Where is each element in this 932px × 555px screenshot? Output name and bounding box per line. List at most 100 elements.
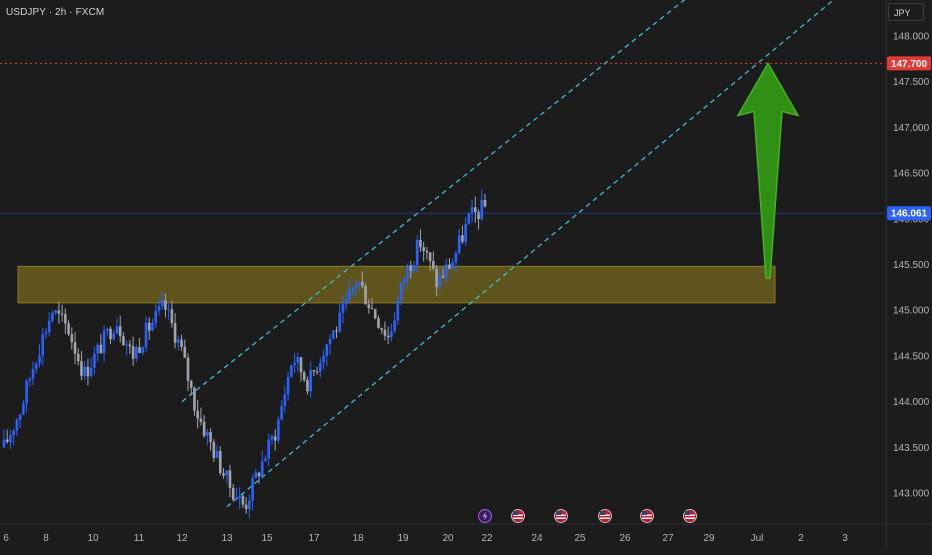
- candle: [160, 291, 164, 311]
- y-tick-label: 147.000: [893, 123, 930, 134]
- x-tick-label: 26: [619, 533, 631, 544]
- lightning-icon[interactable]: [478, 509, 492, 523]
- candle: [264, 455, 267, 463]
- candle: [319, 357, 322, 378]
- x-tick-label: 8: [43, 533, 49, 544]
- candle: [248, 494, 251, 519]
- channel-upper-line[interactable]: [181, 0, 880, 403]
- us-flag-icon[interactable]: [598, 509, 612, 523]
- candle: [425, 246, 429, 260]
- channel-lower-line[interactable]: [226, 0, 880, 508]
- candle: [183, 339, 187, 358]
- candle: [409, 260, 413, 279]
- candle: [464, 217, 467, 246]
- y-tick-label: 143.500: [893, 443, 930, 454]
- x-tick-label: 15: [261, 533, 273, 544]
- candle: [296, 352, 300, 372]
- candle: [328, 334, 332, 355]
- candle: [277, 416, 280, 444]
- candle: [422, 241, 425, 262]
- y-tick-label: 144.000: [893, 397, 930, 408]
- candle: [331, 330, 335, 340]
- candle: [432, 251, 435, 271]
- us-flag-icon[interactable]: [554, 509, 568, 523]
- candle: [102, 325, 106, 362]
- candle: [44, 327, 48, 340]
- candle: [215, 445, 219, 459]
- candle: [338, 303, 342, 333]
- candle: [373, 308, 377, 320]
- candle: [399, 281, 403, 306]
- candle: [196, 400, 199, 429]
- x-tick-label: 3: [842, 533, 848, 544]
- current-price-badge: 146.061: [887, 206, 931, 221]
- candle: [41, 327, 45, 366]
- candle: [209, 428, 212, 451]
- candle: [151, 318, 154, 332]
- candle: [238, 487, 241, 510]
- candle: [335, 326, 338, 339]
- x-tick-label: 24: [531, 533, 543, 544]
- y-tick-label: 145.500: [893, 260, 930, 271]
- candle: [451, 258, 455, 270]
- x-tick-label: 22: [481, 533, 493, 544]
- svg-text:146.061: 146.061: [891, 209, 928, 220]
- candle: [415, 235, 419, 273]
- currency-selector[interactable]: JPY: [888, 3, 924, 21]
- candle: [306, 376, 309, 395]
- candle: [83, 360, 87, 381]
- candle: [38, 344, 41, 368]
- candle: [325, 343, 329, 367]
- candle: [180, 334, 183, 352]
- candle: [2, 429, 6, 449]
- candle: [283, 385, 287, 414]
- support-zone[interactable]: [17, 265, 776, 304]
- x-tick-label: 29: [703, 533, 715, 544]
- candle: [273, 429, 277, 451]
- candle: [477, 209, 480, 230]
- candle: [370, 298, 374, 310]
- candle: [186, 353, 190, 392]
- y-tick-label: 147.500: [893, 77, 930, 88]
- target-arrow[interactable]: [736, 61, 800, 279]
- candle: [396, 296, 400, 325]
- candle: [47, 312, 51, 337]
- x-tick-label: 18: [352, 533, 364, 544]
- symbol-label: USDJPY · 2h · FXCM: [6, 7, 105, 18]
- us-flag-icon[interactable]: [511, 509, 525, 523]
- candle: [170, 300, 174, 328]
- us-flag-icon[interactable]: [640, 509, 654, 523]
- candle: [480, 189, 484, 222]
- y-tick-label: 148.000: [893, 32, 930, 43]
- candle: [457, 229, 461, 255]
- candle: [15, 417, 19, 437]
- candle: [367, 299, 371, 314]
- candle: [231, 484, 235, 502]
- candle: [315, 366, 319, 375]
- x-tick-label: 11: [134, 533, 145, 544]
- candle: [441, 267, 445, 279]
- candle: [225, 470, 229, 484]
- candle: [212, 438, 216, 462]
- candle: [189, 379, 193, 395]
- candle: [131, 336, 135, 367]
- y-tick-label: 145.000: [893, 306, 930, 317]
- candle: [361, 271, 364, 289]
- y-tick-label: 146.500: [893, 169, 930, 180]
- us-flag-icon[interactable]: [683, 509, 697, 523]
- candle: [344, 291, 348, 311]
- candle: [193, 386, 196, 416]
- candle: [402, 276, 406, 291]
- candle: [467, 212, 471, 225]
- candle: [9, 429, 12, 449]
- x-tick-label: 19: [397, 533, 409, 544]
- candle: [254, 468, 258, 479]
- y-tick-label: 143.000: [893, 489, 930, 500]
- candle: [228, 464, 232, 498]
- candle: [141, 346, 145, 356]
- candle: [99, 333, 103, 354]
- candle: [386, 326, 390, 345]
- x-tick-label: 25: [574, 533, 586, 544]
